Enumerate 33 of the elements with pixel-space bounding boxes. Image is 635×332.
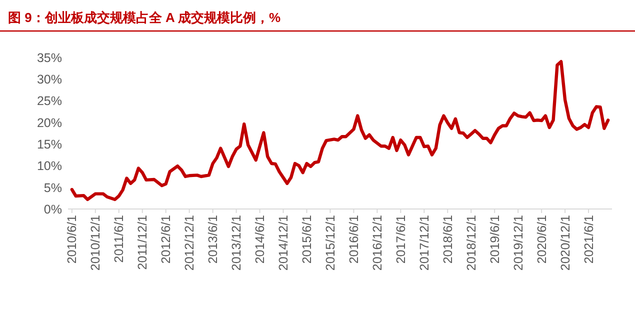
x-tick-label: 2017/6/1: [394, 214, 408, 264]
x-tick-label: 2011/6/1: [112, 214, 126, 263]
y-tick-label: 10%: [36, 159, 62, 174]
y-tick-label: 15%: [36, 137, 62, 152]
x-tick-label: 2017/12/1: [417, 214, 432, 271]
x-tick-label: 2010/12/1: [88, 214, 103, 271]
y-tick-label: 30%: [36, 72, 62, 86]
x-tick-label: 2019/12/1: [511, 214, 526, 271]
x-tick-label: 2012/12/1: [182, 214, 197, 271]
x-tick-label: 2013/12/1: [230, 214, 244, 271]
x-tick-label: 2014/12/1: [276, 214, 291, 271]
x-tick-label: 2010/6/1: [65, 214, 80, 264]
line-series: [70, 60, 610, 202]
x-tick-label: 2019/6/1: [488, 214, 502, 264]
y-tick-label: 25%: [36, 94, 62, 108]
x-tick-label: 2018/12/1: [464, 214, 478, 271]
x-tick-label: 2018/6/1: [440, 214, 455, 264]
x-tick-label: 2016/6/1: [347, 214, 361, 264]
x-tick-label: 2015/12/1: [324, 214, 338, 271]
x-tick-label: 2020/12/1: [558, 214, 572, 271]
y-tick-label: 0%: [44, 202, 62, 216]
x-tick-label: 2021/6/1: [582, 214, 596, 264]
x-tick-label: 2011/12/1: [136, 214, 150, 270]
x-tick-label: 2014/6/1: [253, 214, 268, 264]
x-tick-label: 2016/12/1: [370, 214, 384, 271]
x-tick-label: 2020/6/1: [534, 214, 549, 264]
x-tick-label: 2013/6/1: [206, 214, 220, 264]
chart-title: 图 9：创业板成交规模占全 A 成交规模比例，%: [8, 10, 281, 25]
x-tick-label: 2012/6/1: [159, 214, 174, 264]
y-tick-label: 35%: [36, 50, 62, 65]
x-tick-label: 2015/6/1: [300, 214, 314, 264]
y-tick-label: 5%: [44, 180, 62, 195]
y-tick-label: 20%: [36, 116, 62, 130]
